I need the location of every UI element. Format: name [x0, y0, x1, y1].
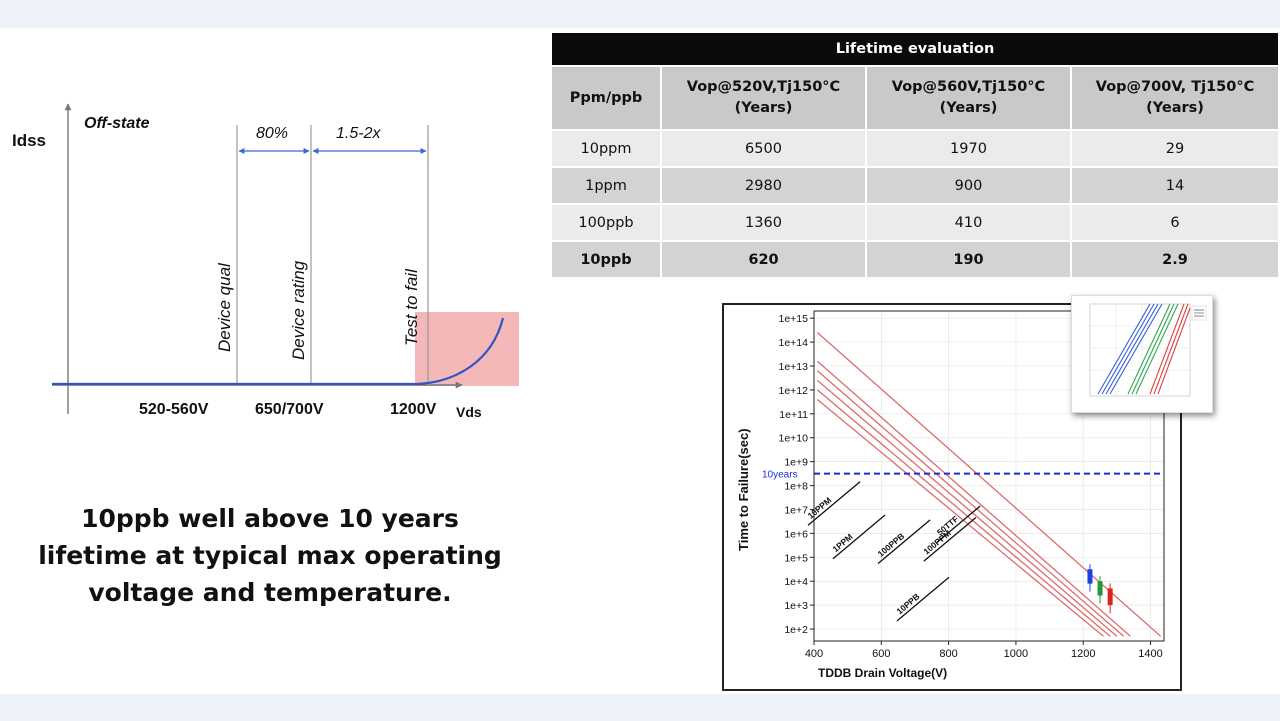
marker-label-fail: Test to fail [402, 268, 421, 346]
table-header-cell: Ppm/ppb [550, 65, 662, 131]
series-line-100ppb [816, 389, 1111, 637]
table-cell: 29 [1069, 129, 1280, 168]
y-tick-label: 1e+13 [779, 361, 809, 373]
table-cell: 6 [1069, 203, 1280, 242]
x-tick-label: 800 [939, 648, 957, 660]
voltage-label-qual: 520-560V [139, 401, 209, 418]
state-label: Off-state [84, 115, 150, 132]
x-tick-label: 400 [805, 648, 823, 660]
table-cell: 100ppb [550, 203, 662, 242]
table-cell: 1360 [660, 203, 867, 242]
table-cell: 10ppb [550, 240, 662, 279]
statement-line: lifetime at typical max operating [38, 541, 502, 570]
ten-year-label: 10years [762, 470, 798, 481]
y-axis-label: Idss [12, 131, 46, 150]
table-row: 1ppm 2980 900 14 [550, 166, 1280, 205]
y-tick-label: 1e+3 [784, 600, 808, 612]
table-title: Lifetime evaluation [549, 31, 1280, 67]
y-tick-label: 1e+9 [784, 457, 808, 469]
data-box [1097, 581, 1103, 596]
series-line-10ppb [816, 398, 1104, 637]
y-tick-label: 1e+15 [779, 313, 809, 325]
marker-label-qual: Device qual [215, 262, 234, 352]
statement-line: 10ppb well above 10 years [81, 504, 459, 533]
series-label-10ppm: 10PPM [806, 481, 861, 526]
inset-plot [1089, 303, 1207, 397]
table-cell: 900 [865, 166, 1072, 205]
y-tick-label: 1e+10 [779, 433, 809, 445]
table-header-cell: Vop@520V,Tj150°C (Years) [660, 65, 867, 131]
x-axis-title: TDDB Drain Voltage(V) [818, 666, 947, 680]
inset-thumbnail [1071, 295, 1213, 413]
series-line-1ppm [816, 370, 1125, 637]
table-row: 10ppb 620 190 2.9 [550, 240, 1280, 279]
y-tick-label: 1e+2 [784, 624, 808, 636]
y-tick-label: 1e+14 [779, 337, 809, 349]
x-tick-label: 1200 [1071, 648, 1095, 660]
table-cell: 2980 [660, 166, 867, 205]
x-tick-label: 1400 [1138, 648, 1162, 660]
data-box [1087, 569, 1093, 584]
table-cell: 2.9 [1069, 240, 1280, 279]
x-tick-label: 1000 [1004, 648, 1028, 660]
table-cell: 190 [865, 240, 1072, 279]
margin-label-2x: 1.5-2x [336, 125, 381, 142]
y-tick-label: 1e+4 [784, 576, 808, 588]
table-row: 100ppb 1360 410 6 [550, 203, 1280, 242]
y-tick-label: 1e+7 [784, 504, 808, 516]
idss-curve [52, 317, 505, 386]
y-tick-label: 1e+11 [779, 409, 808, 421]
y-tick-label: 1e+8 [784, 481, 808, 493]
table-cell: 10ppm [550, 129, 662, 168]
marker-label-rating: Device rating [289, 260, 308, 360]
table-cell: 620 [660, 240, 867, 279]
voltage-label-rating: 650/700V [255, 401, 324, 418]
data-box [1107, 588, 1113, 606]
x-tick-label: 600 [872, 648, 890, 660]
table-header-row: Ppm/ppb Vop@520V,Tj150°C (Years) Vop@560V… [550, 65, 1280, 131]
inset-series-green [1127, 303, 1179, 395]
y-tick-label: 1e+12 [779, 385, 809, 397]
margin-label-80: 80% [256, 125, 288, 142]
fail-zone [415, 312, 519, 386]
table-cell: 1ppm [550, 166, 662, 205]
series-line-100ppm [816, 379, 1118, 637]
conclusion-statement: 10ppb well above 10 years lifetime at ty… [30, 500, 510, 611]
inset-series-red [1149, 303, 1191, 395]
table-cell: 14 [1069, 166, 1280, 205]
plot-area [813, 310, 1165, 642]
svg-text:100PPB: 100PPB [876, 531, 907, 559]
table-header-cell: Vop@700V, Tj150°C (Years) [1069, 65, 1280, 131]
table-header-cell: Vop@560V,Tj150°C (Years) [865, 65, 1072, 131]
off-state-diagram: Idss Off-state 80% 1.5-2x Device qual De… [12, 103, 519, 420]
series-label-10ppb: 10PPB [894, 576, 950, 622]
lifetime-table: Lifetime evaluation Ppm/ppb Vop@520V,Tj1… [549, 31, 1280, 279]
table-cell: 410 [865, 203, 1072, 242]
x-axis-label: Vds [456, 404, 482, 420]
table-row: 10ppm 6500 1970 29 [550, 129, 1280, 168]
y-tick-label: 1e+6 [784, 528, 808, 540]
table-cell: 6500 [660, 129, 867, 168]
table-cell: 1970 [865, 129, 1072, 168]
series-line-50ttf [816, 332, 1162, 637]
statement-line: voltage and temperature. [88, 578, 452, 607]
inset-series-blue [1097, 303, 1163, 395]
y-axis-title: Time to Failure(sec) [736, 428, 751, 551]
series-line-10ppm [816, 360, 1131, 637]
y-tick-label: 1e+5 [784, 552, 808, 564]
voltage-label-fail: 1200V [390, 401, 437, 418]
